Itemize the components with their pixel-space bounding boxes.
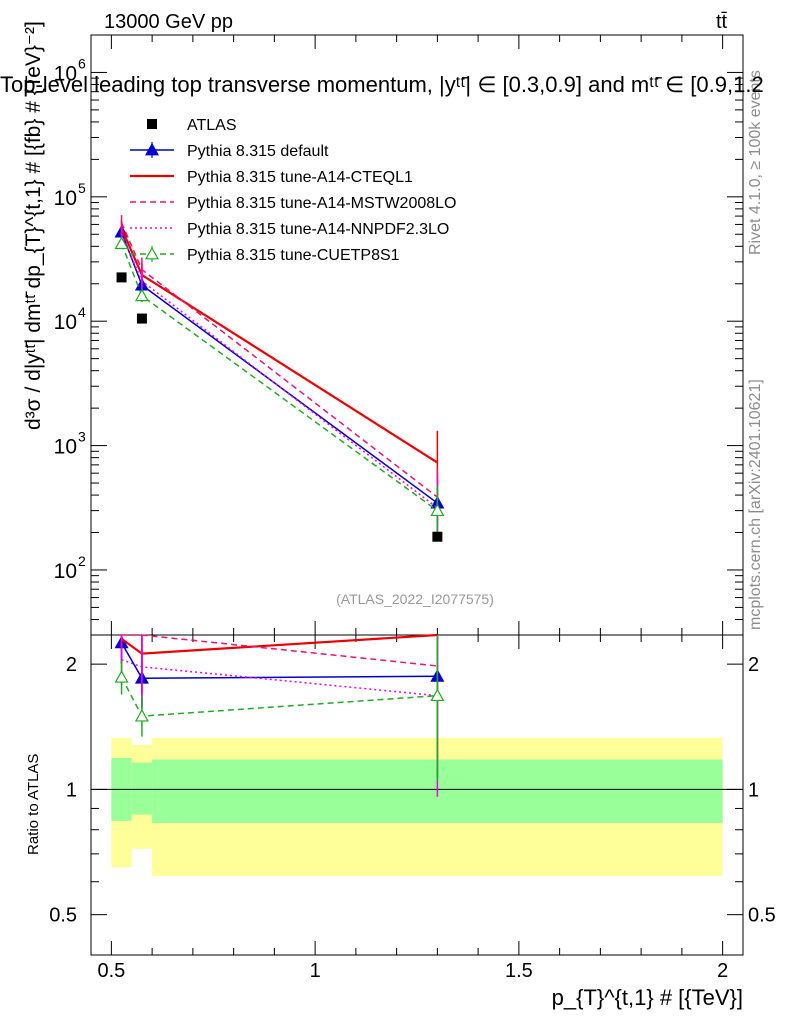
y-tick-label-ratio-left: 0.5 (49, 905, 77, 927)
series-line-ratio (121, 634, 438, 667)
series-line-main (120, 231, 438, 504)
stat-uncertainty-band (131, 762, 153, 815)
y-axis-label-ratio: Ratio to ATLAS (25, 754, 42, 855)
y-tick-label-ratio-left: 2 (66, 654, 77, 676)
x-axis-label: p_{T}^{t,1} # [{TeV}] (552, 985, 743, 1010)
y-tick-label-main: 10 (54, 311, 77, 334)
series-group (120, 215, 439, 762)
series-line-ratio (120, 633, 438, 655)
plot-title: Top-level leading top transverse momentu… (0, 72, 764, 97)
series-marker (134, 288, 149, 302)
legend-marker-atlas (147, 119, 157, 129)
series-line-ratio (120, 676, 438, 717)
series-marker (114, 236, 129, 250)
legend-label: Pythia 8.315 tune-A14-NNPDF2.3LO (187, 221, 449, 238)
ratio-plot-frame (90, 634, 744, 956)
series-group (114, 236, 445, 781)
series-marker (430, 503, 445, 517)
legend-label: Pythia 8.315 default (187, 143, 329, 160)
legend-label: ATLAS (187, 117, 237, 134)
atlas-data-point (116, 272, 127, 283)
mcplots-label: mcplots.cern.ch [arXiv:2401.10621] (747, 379, 764, 630)
series-marker (430, 688, 445, 702)
series-marker (114, 670, 129, 683)
y-tick-label-main: 10 (54, 560, 77, 583)
legend-label: Pythia 8.315 tune-A14-CTEQL1 (187, 169, 413, 186)
x-tick-label: 1 (310, 960, 321, 982)
series-marker (134, 708, 149, 722)
x-tick-label: 2 (717, 960, 728, 982)
y-tick-label-ratio-right: 2 (748, 654, 759, 676)
y-tick-label-main: 10 (54, 62, 77, 85)
series-marker (144, 142, 160, 156)
y-tick-exponent-main: 4 (78, 304, 86, 320)
y-tick-label-ratio-right: 0.5 (748, 905, 776, 927)
rivet-version-label: Rivet 4.1.0, ≥ 100k events (747, 70, 764, 255)
legend-label: Pythia 8.315 tune-CUETP8S1 (187, 247, 400, 264)
series-group (120, 226, 439, 797)
series-group (120, 220, 439, 694)
y-tick-label-main: 10 (54, 187, 77, 210)
x-tick-label: 0.5 (97, 960, 125, 982)
analysis-id-label: (ATLAS_2022_I2077575) (336, 591, 494, 607)
atlas-data-point (136, 313, 147, 324)
series-line-main (120, 243, 438, 512)
y-tick-label-ratio-left: 1 (66, 779, 77, 801)
series-marker (144, 246, 160, 260)
series-line-ratio (120, 642, 438, 679)
x-tick-label: 1.5 (505, 960, 533, 982)
series-layer (114, 215, 445, 797)
y-tick-label-main: 10 (54, 436, 77, 459)
y-tick-exponent-main: 3 (78, 429, 86, 445)
series-group (114, 224, 445, 778)
legend-label: Pythia 8.315 tune-A14-MSTW2008LO (187, 195, 456, 212)
y-tick-exponent-main: 5 (78, 180, 86, 196)
process-label: tt̄ (716, 11, 728, 33)
legend: ATLAS Pythia 8.315 default Pythia 8.315 tu… (130, 117, 456, 264)
y-axis-label-main: d³σ / d|yᵗᵗ̄| dmᵗᵗ̄ dp_{T}^{t,1} # [{fb}… (22, 21, 45, 430)
atlas-data-point (432, 531, 443, 542)
y-tick-exponent-main: 6 (78, 55, 86, 71)
y-tick-exponent-main: 2 (78, 553, 86, 569)
energy-label: 13000 GeV pp (104, 11, 233, 33)
uncertainty-bands (91, 737, 743, 876)
y-tick-label-ratio-right: 1 (748, 779, 759, 801)
series-line-main (120, 233, 438, 509)
